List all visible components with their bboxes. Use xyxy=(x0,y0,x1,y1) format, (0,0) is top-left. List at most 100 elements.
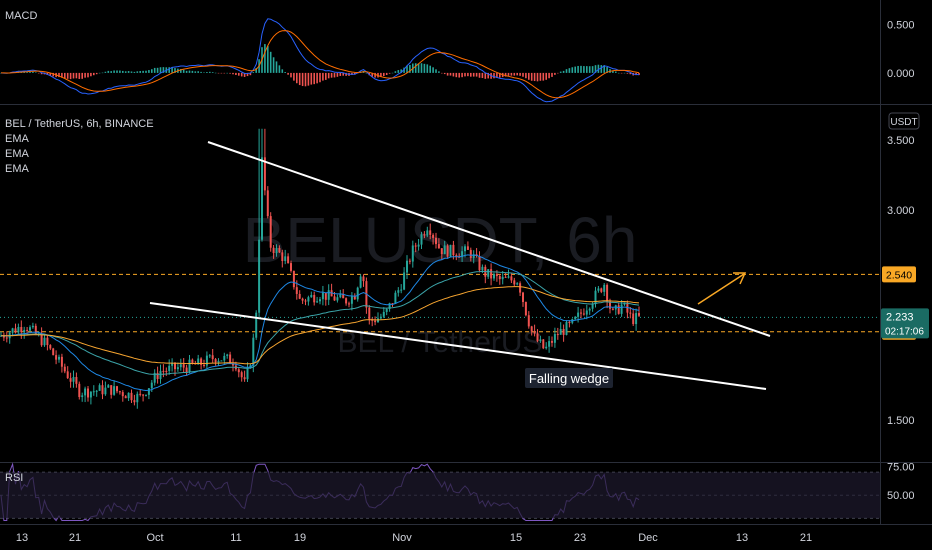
candle xyxy=(313,291,316,306)
candle xyxy=(49,344,52,351)
macd-histogram-bar xyxy=(449,72,452,76)
macd-histogram-bar xyxy=(516,72,518,76)
candle xyxy=(359,274,362,289)
wedge-upper-line[interactable] xyxy=(207,141,771,337)
ema-legend-3[interactable]: EMA xyxy=(5,163,30,175)
time-axis[interactable]: 13 21 Oct 11 19 Nov 15 23 Dec 13 21 xyxy=(16,532,812,544)
price-panel[interactable] xyxy=(0,128,880,409)
breakout-arrow[interactable] xyxy=(697,272,747,305)
macd-histogram-bar xyxy=(69,72,72,80)
candle xyxy=(394,290,397,304)
candle xyxy=(240,370,243,382)
falling-wedge-annotation[interactable]: Falling wedge xyxy=(525,368,613,388)
macd-histogram-bar xyxy=(194,71,197,73)
macd-histogram-bar xyxy=(238,72,240,76)
candle xyxy=(466,241,469,251)
macd-histogram-bar xyxy=(185,70,188,73)
macd-histogram-bar xyxy=(470,72,472,77)
candle xyxy=(214,357,217,366)
candle xyxy=(443,240,446,255)
candle xyxy=(319,297,321,305)
candle xyxy=(429,223,432,240)
candle xyxy=(301,297,304,304)
macd-histogram-bar xyxy=(522,72,524,77)
macd-histogram-bar xyxy=(394,71,397,73)
candle xyxy=(95,389,98,397)
macd-histogram-bar xyxy=(217,72,220,74)
macd-histogram-bar xyxy=(403,67,405,73)
candle xyxy=(29,325,31,332)
wedge-lower-line[interactable] xyxy=(149,302,767,390)
candle xyxy=(75,372,78,388)
candle xyxy=(78,381,81,400)
candle xyxy=(545,342,548,350)
candle xyxy=(5,331,8,343)
ema-legend-2[interactable]: EMA xyxy=(5,148,30,160)
macd-histogram-bar xyxy=(87,72,89,78)
candle xyxy=(542,339,545,350)
macd-histogram-bar xyxy=(559,71,562,73)
macd-histogram-bar xyxy=(504,72,507,77)
candle xyxy=(14,323,17,334)
candle xyxy=(498,274,501,285)
candle xyxy=(40,327,43,347)
ema-legend-1[interactable]: EMA xyxy=(5,133,30,145)
macd-histogram-bar xyxy=(597,64,600,73)
macd-histogram-bar xyxy=(243,72,246,77)
macd-histogram-bar xyxy=(420,63,423,73)
price-axis[interactable]: 0.500 0.000 3.500 3.000 1.500 75.00 50.00 2.540… xyxy=(881,19,929,502)
candle xyxy=(382,307,385,319)
candle xyxy=(391,303,394,307)
macd-histogram-bar xyxy=(49,72,52,76)
candle xyxy=(406,255,408,280)
macd-histogram-bar xyxy=(203,72,205,73)
price-tick-label: 3.000 xyxy=(887,205,915,217)
candle xyxy=(403,267,406,291)
candle xyxy=(130,389,133,404)
candle xyxy=(411,240,414,268)
macd-tick-label: 0.500 xyxy=(887,19,915,31)
candle xyxy=(635,308,638,331)
macd-histogram-bar xyxy=(615,71,617,73)
candle xyxy=(113,380,116,396)
candle xyxy=(89,391,92,405)
candle xyxy=(536,329,539,343)
candle xyxy=(107,384,110,388)
candle xyxy=(504,272,507,278)
candle xyxy=(43,334,46,347)
currency-badge[interactable]: USDT xyxy=(888,112,920,130)
level-badge-1[interactable]: 2.540 xyxy=(882,266,916,283)
macd-histogram-bar xyxy=(90,72,92,77)
macd-histogram-bar xyxy=(104,71,107,73)
macd-line xyxy=(0,18,640,103)
macd-histogram-bar xyxy=(197,71,199,73)
macd-histogram-bar xyxy=(333,72,336,78)
macd-histogram-bar xyxy=(325,72,327,80)
candle xyxy=(501,271,504,285)
candle xyxy=(165,367,168,376)
candle xyxy=(472,250,475,264)
macd-histogram-bar xyxy=(565,69,568,73)
last-price-badge[interactable]: 2.233 02:17:06 xyxy=(881,308,929,339)
macd-histogram-bar xyxy=(441,72,443,74)
candle xyxy=(400,284,403,294)
candle xyxy=(435,232,437,249)
candle xyxy=(408,258,411,265)
macd-histogram-bar xyxy=(307,72,310,86)
candle xyxy=(310,291,313,298)
macd-histogram-bar xyxy=(385,72,388,76)
candle xyxy=(110,385,113,399)
time-tick-label: 21 xyxy=(69,532,81,544)
candle xyxy=(194,360,197,365)
symbol-title[interactable]: BEL / TetherUS, 6h, BINANCE xyxy=(5,118,154,130)
macd-panel[interactable] xyxy=(0,18,640,103)
candle xyxy=(539,335,542,343)
macd-histogram-bar xyxy=(130,71,133,73)
candle xyxy=(188,355,191,374)
macd-histogram-bar xyxy=(301,72,304,87)
candle xyxy=(469,247,472,262)
rsi-label: RSI xyxy=(5,472,23,484)
macd-histogram-bar xyxy=(255,67,257,73)
macd-histogram-bar xyxy=(446,72,449,76)
